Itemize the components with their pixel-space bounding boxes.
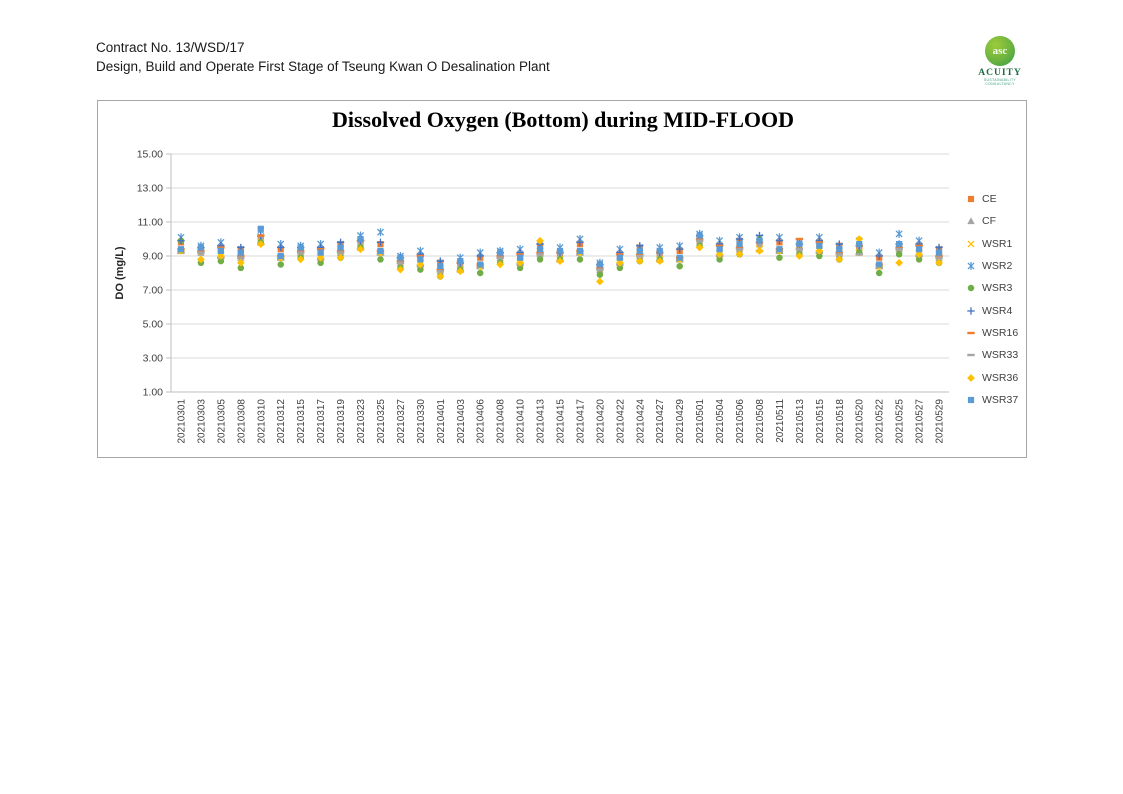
legend-item-WSR2: WSR2 [964, 255, 1018, 277]
svg-text:20210520: 20210520 [855, 399, 866, 444]
svg-text:20210406: 20210406 [476, 399, 487, 444]
scatter-plot: 15.00 13.00 11.00 9.00 7.00 5.00 3.00 1.00 DO (m… [114, 149, 949, 444]
svg-text:20210317: 20210317 [316, 399, 327, 444]
diamond-marker-icon [967, 373, 975, 382]
legend-label: WSR33 [982, 349, 1019, 362]
svg-text:20210429: 20210429 [675, 399, 686, 444]
svg-text:DO (mg/L): DO (mg/L) [114, 246, 126, 299]
svg-text:3.00: 3.00 [143, 353, 164, 365]
svg-text:20210422: 20210422 [615, 399, 626, 444]
document-header: Contract No. 13/WSD/17 Design, Build and… [96, 38, 550, 76]
acuity-logo: asc ACUITY SUSTAINABILITY CONSULTANCY [972, 36, 1028, 86]
plus-marker-icon [967, 306, 975, 315]
square-marker-icon [967, 396, 975, 403]
svg-text:20210501: 20210501 [695, 399, 706, 444]
svg-text:20210327: 20210327 [396, 399, 407, 444]
svg-text:1.00: 1.00 [143, 387, 164, 399]
svg-text:9.00: 9.00 [143, 251, 164, 263]
svg-text:20210310: 20210310 [256, 399, 267, 444]
legend-item-WSR16: WSR16 [964, 322, 1018, 344]
legend-item-WSR33: WSR33 [964, 344, 1018, 366]
svg-text:20210518: 20210518 [835, 399, 846, 444]
project-title: Design, Build and Operate First Stage of… [96, 59, 550, 74]
svg-text:20210427: 20210427 [655, 399, 666, 444]
svg-text:20210511: 20210511 [775, 399, 786, 443]
series-WSR36 [177, 235, 943, 286]
acuity-brand-text: ACUITY [978, 68, 1022, 78]
svg-text:20210420: 20210420 [595, 399, 606, 444]
svg-text:13.00: 13.00 [137, 183, 163, 195]
legend-label: CE [982, 193, 997, 206]
triangle-marker-icon [967, 217, 975, 225]
star-marker-icon [967, 262, 975, 271]
legend-item-CF: CF [964, 210, 1018, 232]
svg-text:20210522: 20210522 [875, 399, 886, 444]
acuity-logo-icon: asc [985, 36, 1015, 66]
circle-marker-icon [967, 285, 975, 292]
svg-text:5.00: 5.00 [143, 319, 164, 331]
legend-label: WSR3 [982, 282, 1013, 295]
svg-text:20210323: 20210323 [356, 399, 367, 444]
svg-text:20210330: 20210330 [416, 399, 427, 444]
svg-text:20210303: 20210303 [196, 399, 207, 444]
legend-label: WSR4 [982, 304, 1013, 317]
legend-item-WSR4: WSR4 [964, 299, 1018, 321]
svg-text:20210305: 20210305 [216, 399, 227, 444]
series-WSR37 [177, 225, 943, 270]
svg-text:20210506: 20210506 [735, 399, 746, 444]
legend-label: WSR16 [982, 326, 1019, 339]
svg-text:20210413: 20210413 [536, 399, 547, 444]
svg-text:11.00: 11.00 [138, 217, 164, 229]
chart-legend: CE CF WSR1 WSR2 WSR3 WSR4 WSR16 WSR33 WSR36 WSR37 [964, 188, 1018, 411]
legend-label: WSR1 [982, 237, 1013, 250]
legend-item-WSR37: WSR37 [964, 389, 1018, 411]
acuity-tagline-line1: SUSTAINABILITY [983, 78, 1017, 82]
legend-item-WSR1: WSR1 [964, 233, 1018, 255]
legend-item-CE: CE [964, 188, 1018, 210]
svg-text:20210504: 20210504 [715, 399, 726, 444]
svg-text:20210515: 20210515 [815, 399, 826, 444]
dash-marker-icon [967, 331, 975, 335]
legend-label: WSR37 [982, 393, 1019, 406]
svg-text:20210315: 20210315 [296, 399, 307, 444]
svg-text:20210410: 20210410 [516, 399, 527, 444]
svg-text:20210525: 20210525 [895, 399, 906, 444]
legend-item-WSR3: WSR3 [964, 277, 1018, 299]
legend-item-WSR36: WSR36 [964, 366, 1018, 388]
x-marker-icon [967, 240, 975, 248]
square-marker-icon [967, 196, 975, 203]
svg-text:20210319: 20210319 [336, 399, 347, 444]
acuity-tagline-line2: CONSULTANCY [985, 82, 1015, 86]
svg-text:20210403: 20210403 [456, 399, 467, 444]
svg-text:20210325: 20210325 [376, 399, 387, 444]
legend-label: WSR2 [982, 260, 1013, 273]
legend-label: CF [982, 215, 996, 228]
svg-text:20210513: 20210513 [795, 399, 806, 444]
svg-text:20210408: 20210408 [496, 399, 507, 444]
svg-text:7.00: 7.00 [143, 285, 164, 297]
svg-text:20210424: 20210424 [635, 399, 646, 444]
legend-label: WSR36 [982, 371, 1019, 384]
svg-text:20210527: 20210527 [915, 399, 926, 444]
chart-title: Dissolved Oxygen (Bottom) during MID-FLO… [332, 107, 794, 132]
svg-text:20210401: 20210401 [436, 399, 447, 444]
svg-text:20210529: 20210529 [935, 399, 946, 444]
svg-text:20210312: 20210312 [276, 399, 287, 444]
contract-number: Contract No. 13/WSD/17 [96, 40, 245, 55]
svg-text:20210415: 20210415 [556, 399, 567, 444]
chart-frame: 15.00 13.00 11.00 9.00 7.00 5.00 3.00 1.00 DO (m… [97, 100, 1027, 458]
svg-text:20210508: 20210508 [755, 399, 766, 444]
svg-text:20210417: 20210417 [575, 399, 586, 444]
svg-text:15.00: 15.00 [137, 149, 163, 161]
svg-text:20210301: 20210301 [176, 399, 187, 444]
dash-marker-icon [967, 354, 975, 357]
svg-text:20210308: 20210308 [236, 399, 247, 444]
